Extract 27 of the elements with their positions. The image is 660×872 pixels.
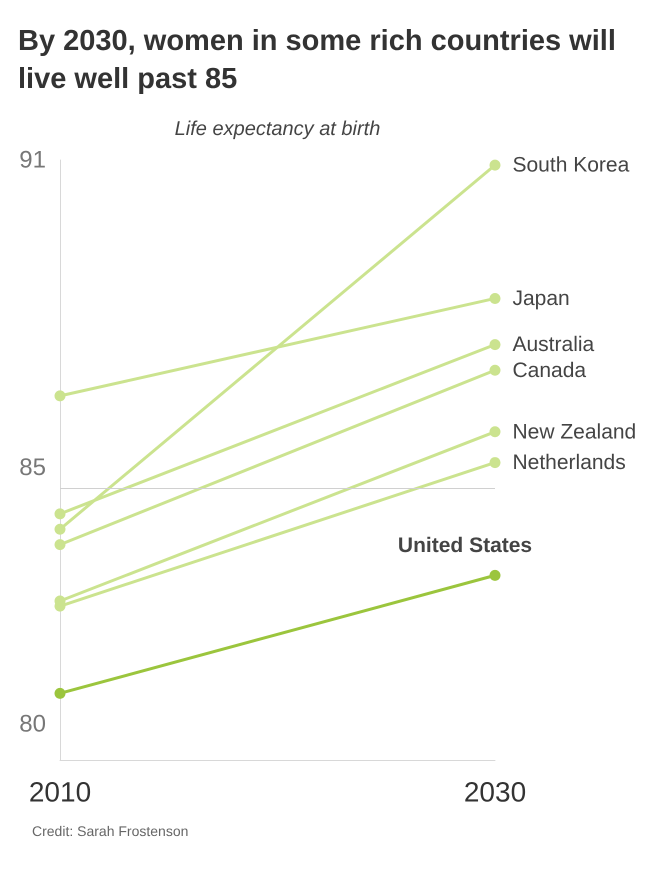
point bbox=[490, 426, 500, 438]
chart-title: By 2030, women in some rich countries will live well past 85 bbox=[18, 24, 617, 97]
series-label: Japan bbox=[512, 286, 570, 310]
point bbox=[54, 688, 66, 699]
point bbox=[490, 364, 500, 376]
series-label: Australia bbox=[512, 333, 595, 356]
point bbox=[54, 539, 66, 550]
point bbox=[54, 390, 66, 402]
point bbox=[490, 339, 500, 350]
x-tick-label: 2030 bbox=[464, 776, 526, 808]
x-tick-label: 2010 bbox=[28, 776, 92, 808]
series-label: United States bbox=[398, 534, 532, 557]
text: Credit: Sarah Frostenson bbox=[32, 822, 188, 841]
y-tick-label: 80 bbox=[19, 710, 46, 738]
point bbox=[490, 570, 500, 581]
series-label: Netherlands bbox=[512, 451, 626, 474]
point bbox=[490, 160, 500, 171]
series-label: New Zealand bbox=[512, 420, 636, 444]
y-tick-label: 91 bbox=[19, 146, 46, 174]
series-label: South Korea bbox=[512, 154, 630, 177]
point bbox=[490, 457, 500, 468]
y-tick-label: 85 bbox=[19, 454, 46, 482]
point bbox=[54, 508, 66, 520]
point bbox=[54, 524, 66, 535]
series-label: Canada bbox=[512, 358, 586, 382]
chart-subtitle: Life expectancy at birth bbox=[174, 118, 382, 141]
point bbox=[490, 292, 500, 304]
